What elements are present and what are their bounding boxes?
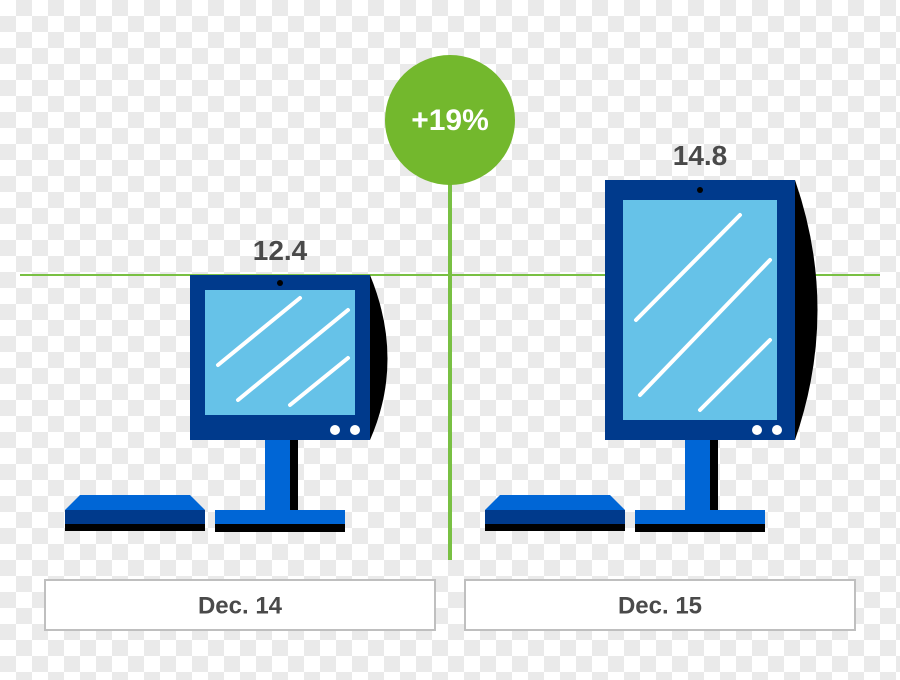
monitor-right-stand-base [635, 510, 765, 524]
monitor-right-stand-base-shadow [635, 524, 765, 532]
monitor-left [65, 275, 388, 532]
monitor-right [485, 180, 818, 532]
delta-badge-text: +19% [411, 104, 489, 137]
monitor-right-knob-1 [752, 425, 762, 435]
date-text-left: Dec. 14 [198, 592, 283, 619]
keyboard-left-top [65, 495, 205, 510]
monitor-right-stand-neck-shadow [710, 440, 718, 510]
value-label-left: 12.4 [253, 235, 308, 266]
monitor-left-screen [205, 290, 355, 415]
keyboard-left [65, 495, 205, 531]
keyboard-left-front [65, 510, 205, 524]
infographic-stage: +19% 12.4 14.8 Dec. 14 Dec. 15 [0, 0, 900, 680]
keyboard-right [485, 495, 625, 531]
keyboard-left-shadow [65, 524, 205, 531]
monitor-left-stand-base [215, 510, 345, 524]
keyboard-right-top [485, 495, 625, 510]
monitor-right-back-bulge [795, 180, 818, 440]
monitor-right-camera-dot [697, 187, 703, 193]
monitor-left-stand-neck-shadow [290, 440, 298, 510]
monitor-left-stand-base-shadow [215, 524, 345, 532]
value-label-right: 14.8 [673, 140, 728, 171]
monitor-left-camera-dot [277, 280, 283, 286]
monitor-right-knob-2 [772, 425, 782, 435]
date-text-right: Dec. 15 [618, 592, 702, 619]
monitor-left-knob-1 [330, 425, 340, 435]
keyboard-right-shadow [485, 524, 625, 531]
monitor-left-knob-2 [350, 425, 360, 435]
keyboard-right-front [485, 510, 625, 524]
monitor-left-back-bulge [370, 275, 388, 440]
infographic-svg: +19% 12.4 14.8 Dec. 14 Dec. 15 [0, 0, 900, 680]
